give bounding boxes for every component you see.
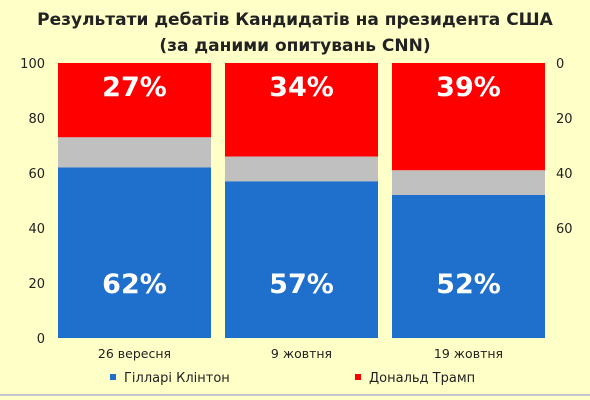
legend-swatch [110, 374, 116, 380]
left-tick-label: 0 [37, 332, 45, 347]
bar-segment [392, 195, 545, 338]
legend-label: Гілларі Клінтон [124, 371, 230, 386]
left-tick-label: 20 [28, 277, 45, 292]
data-label: 52% [436, 269, 501, 300]
data-label: 27% [102, 72, 167, 103]
legend-label: Дональд Трамп [369, 371, 475, 386]
data-label: 62% [102, 269, 167, 300]
category-label: 9 жовтня [271, 346, 332, 361]
bar-segment [58, 167, 211, 338]
bar-segment [58, 137, 211, 168]
bar-segment [58, 63, 211, 138]
right-tick-label: 0 [556, 57, 564, 72]
category-label: 26 вересня [98, 346, 171, 361]
bar-segment [392, 170, 545, 195]
right-tick-label: 20 [556, 112, 573, 127]
right-tick-label: 40 [556, 167, 573, 182]
chart-title: Результати дебатів Кандидатів на президе… [37, 10, 554, 30]
left-tick-label: 60 [28, 167, 45, 182]
bar-segment [392, 63, 545, 171]
data-label: 39% [436, 72, 501, 103]
plot-area: 0 20 40 60 80 100 0 20 40 60 26 вересня 9 жовтня 19 … [20, 57, 572, 386]
category-label: 19 жовтня [434, 346, 503, 361]
left-tick-label: 100 [20, 57, 45, 72]
bar-segment [225, 63, 378, 157]
left-tick-label: 80 [28, 112, 45, 127]
chart-subtitle: (за даними опитувань CNN) [159, 36, 430, 56]
data-label: 57% [269, 269, 334, 300]
data-label: 34% [269, 72, 334, 103]
legend-swatch [355, 374, 361, 380]
bar-segment [225, 156, 378, 182]
left-tick-label: 40 [28, 222, 45, 237]
bar-segment [225, 181, 378, 338]
right-tick-label: 60 [556, 222, 573, 237]
